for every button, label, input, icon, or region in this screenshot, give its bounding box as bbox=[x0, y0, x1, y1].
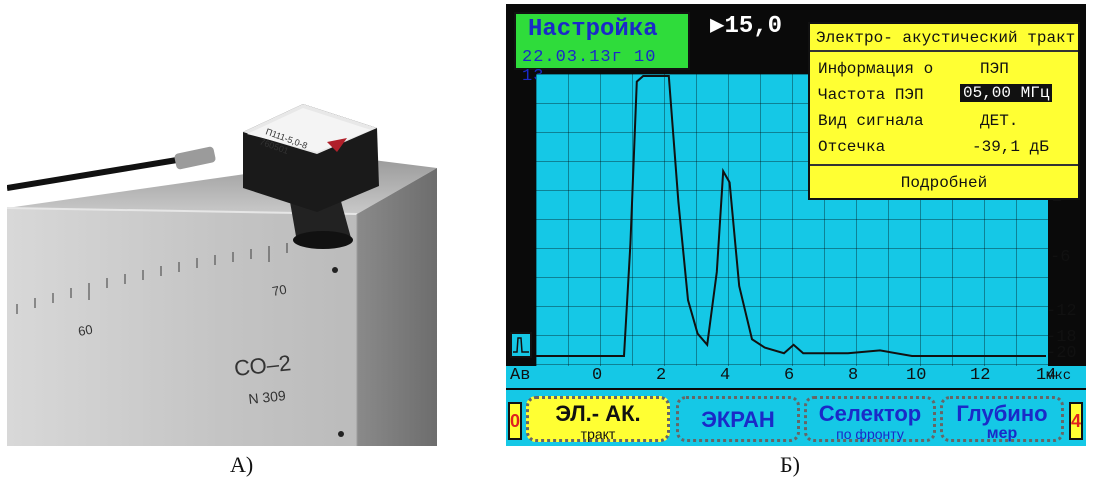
x-tick: 10 bbox=[906, 366, 927, 385]
popup-row-label: Информация о bbox=[818, 60, 934, 78]
x-axis: Ав 0 2 4 6 8 10 12 14 мкс bbox=[506, 366, 1086, 388]
mode-title: Настройка bbox=[528, 16, 658, 43]
popup-more-button[interactable]: Подробней bbox=[810, 164, 1078, 198]
el-ak-label: ЭЛ.- АК. bbox=[555, 401, 641, 426]
selector-sublabel: по фронту bbox=[836, 426, 904, 442]
x-tick: 14 bbox=[1036, 366, 1057, 385]
x-tick: 4 bbox=[720, 366, 731, 385]
block-number: N 309 bbox=[248, 387, 287, 407]
el-ak-button[interactable]: ЭЛ.- АК. тракт bbox=[526, 396, 670, 442]
x-axis-unit: мкс bbox=[1046, 368, 1072, 384]
right-scale-18: -18 bbox=[1046, 328, 1077, 347]
flaw-detector-screen: Настройка 22.03.13г 10 13 ▶15,0 2 -6 -12… bbox=[506, 4, 1086, 446]
popup-row-label: Отсечка bbox=[818, 138, 886, 156]
right-scale-20: -20 bbox=[1046, 344, 1077, 363]
x-tick: 6 bbox=[784, 366, 795, 385]
probe-photo: 60 70 СО–2 N 309 П111-5,0-8 760501 bbox=[7, 38, 487, 446]
softkey-bar: 0 ЭЛ.- АК. тракт ЭКРАН Селектор по фронт… bbox=[506, 390, 1086, 446]
popup-row-value[interactable]: ПЭП bbox=[980, 60, 1009, 78]
selector-button[interactable]: Селектор по фронту bbox=[804, 396, 936, 442]
caption-b: Б) bbox=[780, 452, 800, 477]
caption-a: А) bbox=[230, 452, 254, 477]
electro-acoustic-popup: Электро- акустический тракт Информация о… bbox=[808, 22, 1080, 200]
x-axis-left-label: Ав bbox=[510, 366, 531, 385]
gain-indicator: ▶15,0 bbox=[710, 13, 783, 40]
block-label: СО–2 bbox=[233, 350, 292, 381]
popup-row-value[interactable]: ДЕТ. bbox=[980, 112, 1019, 130]
detector-mode-icon bbox=[510, 332, 532, 358]
popup-row-value[interactable]: -39,1 дБ bbox=[972, 138, 1049, 156]
el-ak-sublabel: тракт bbox=[580, 426, 616, 442]
left-edge-indicator[interactable]: 0 bbox=[508, 402, 522, 440]
right-scale-12: -12 bbox=[1046, 302, 1077, 321]
depth-meter-sublabel: мер bbox=[986, 425, 1018, 442]
right-edge-indicator[interactable]: 4 bbox=[1069, 402, 1083, 440]
depth-meter-label: Глубино bbox=[956, 401, 1048, 426]
screen-button-label: ЭКРАН bbox=[701, 407, 775, 432]
ruler-label-70: 70 bbox=[271, 282, 288, 299]
screen-button[interactable]: ЭКРАН bbox=[676, 396, 800, 442]
x-tick: 0 bbox=[592, 366, 603, 385]
selector-label: Селектор bbox=[818, 401, 922, 426]
popup-title: Электро- акустический тракт bbox=[810, 24, 1078, 52]
depth-meter-button[interactable]: Глубино мер bbox=[940, 396, 1064, 442]
x-tick: 12 bbox=[970, 366, 991, 385]
frequency-value-selected[interactable]: 05,00 МГц bbox=[960, 84, 1053, 102]
a-scan-svg bbox=[536, 75, 1046, 357]
ruler-label-60: 60 bbox=[77, 322, 94, 339]
popup-row-label: Частота ПЭП bbox=[818, 86, 924, 104]
popup-row-label: Вид сигнала bbox=[818, 112, 924, 130]
right-scale-6: -6 bbox=[1050, 248, 1071, 267]
mode-header: Настройка 22.03.13г 10 13 bbox=[514, 12, 690, 86]
x-tick: 2 bbox=[656, 366, 667, 385]
x-tick: 8 bbox=[848, 366, 859, 385]
probe-logo-icon bbox=[327, 138, 347, 152]
signal-line bbox=[536, 75, 1046, 357]
